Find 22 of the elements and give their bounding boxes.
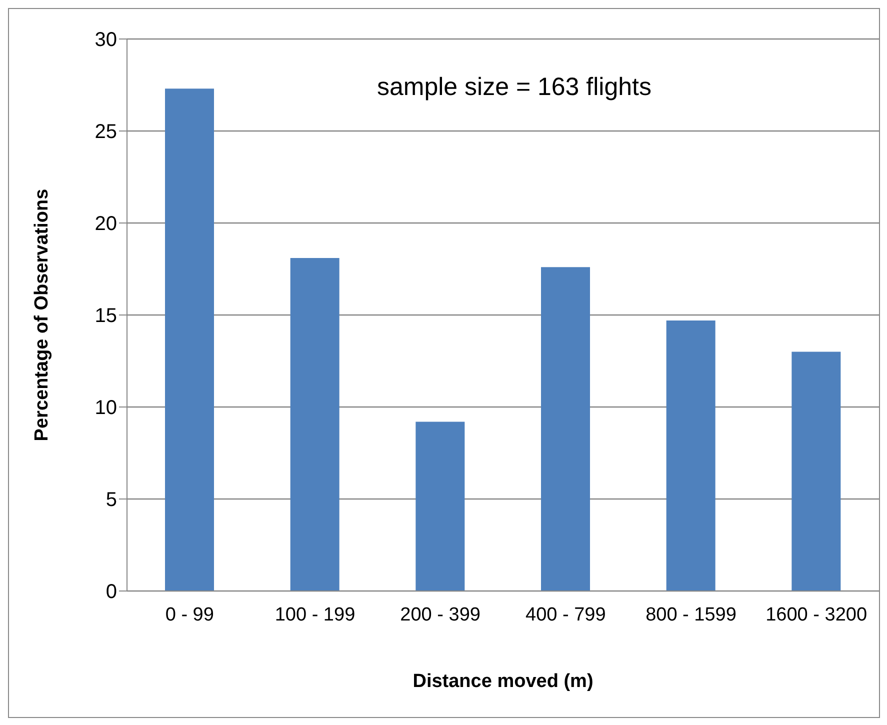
y-tick-label: 10 [94,397,117,420]
bar [290,258,340,591]
y-tick-label: 15 [94,305,117,328]
x-tick-label: 0 - 99 [165,604,214,626]
x-axis-title: Distance moved (m) [412,671,594,692]
annotation: sample size = 163 flights [377,73,652,102]
y-tick-label: 0 [106,581,117,604]
x-tick-label: 1600 - 3200 [766,604,868,626]
bar [666,320,716,591]
x-tick-label: 100 - 199 [274,604,356,626]
bar [541,267,590,591]
bar [165,88,214,591]
bar [792,352,841,591]
y-tick-label: 20 [94,213,117,236]
bar [416,422,465,591]
x-tick-label: 400 - 799 [526,604,606,626]
y-tick-label: 25 [94,121,117,144]
y-axis-title: Percentage of Observations [32,188,53,442]
x-tick-label: 800 - 1599 [646,604,736,626]
x-tick-label: 200 - 399 [400,604,480,626]
y-tick-label: 5 [106,489,117,512]
y-tick-label: 30 [94,29,117,52]
